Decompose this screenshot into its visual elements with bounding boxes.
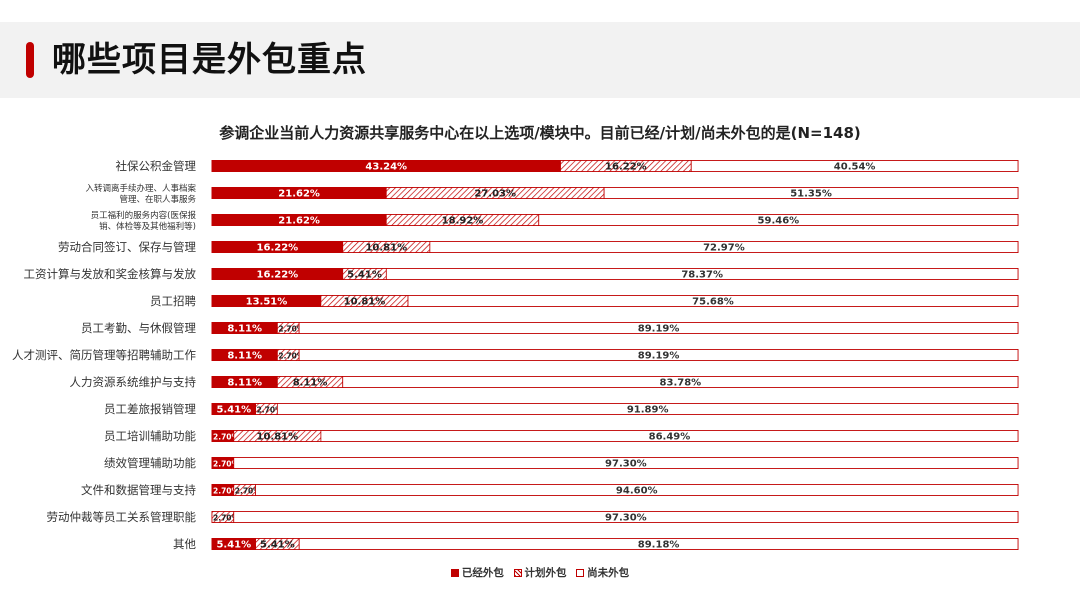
legend: 已经外包 计划外包 尚未外包 [0,565,1080,580]
legend-label-not: 尚未外包 [587,567,630,579]
label-done: 21.62% [278,189,320,200]
label-not: 78.37% [681,270,723,281]
bar-not [407,295,1019,307]
bar-not [429,241,1019,253]
category-label: 员工培训辅助功能 [104,429,196,443]
label-not: 91.89% [627,405,669,416]
category-label: 员工福利的服务内容(医保报销、体检等及其他福利等) [91,210,197,232]
label-not: 83.78% [660,378,702,389]
label-not: 72.97% [703,243,745,254]
label-not: 89.19% [638,324,680,335]
bar-not [690,160,1019,172]
bar-not [298,349,1019,361]
label-plan: 2.70% [257,406,284,415]
category-label: 劳动仲裁等员工关系管理职能 [47,510,197,524]
label-plan: 10.81% [256,432,298,443]
label-not: 97.30% [605,513,647,524]
bar-not [298,322,1019,334]
label-not: 97.30% [605,459,647,470]
legend-label-done: 已经外包 [461,567,504,579]
bar-not [538,214,1019,226]
header-band [0,22,1080,98]
label-done: 13.51% [246,297,288,308]
label-plan: 2.70% [278,352,305,361]
label-done: 2.70% [213,460,240,469]
label-done: 8.11% [227,324,262,335]
label-plan: 5.41% [347,270,382,281]
label-plan: 8.11% [293,378,328,389]
bar-not [233,511,1019,523]
label-done: 2.70% [213,433,240,442]
category-label: 员工差旅报销管理 [104,402,196,416]
bar-not [342,376,1019,388]
category-label: 人力资源系统维护与支持 [70,375,197,389]
label-not: 89.18% [638,540,680,551]
label-not: 89.19% [638,351,680,362]
bar-not [298,538,1019,550]
label-plan: 27.03% [474,189,516,200]
label-plan: 16.22% [605,162,647,173]
bar-not [603,187,1019,199]
label-not: 86.49% [649,432,691,443]
label-done: 5.41% [216,540,251,551]
category-label: 其他 [173,537,196,551]
label-done: 21.62% [278,216,320,227]
label-done: 43.24% [365,162,407,173]
category-label: 员工考勤、与休假管理 [81,321,196,335]
label-plan: 5.41% [260,540,295,551]
label-not: 51.35% [790,189,832,200]
legend-swatch-not [576,568,585,577]
category-label: 社保公积金管理 [116,159,197,173]
category-label: 文件和数据管理与支持 [81,483,196,497]
page-title: 哪些项目是外包重点 [52,40,367,80]
bar-not [233,457,1019,469]
bar-not [385,268,1019,280]
label-done: 16.22% [257,243,299,254]
label-not: 94.60% [616,486,658,497]
category-label: 绩效管理辅助功能 [104,456,196,470]
legend-item-plan: 计划外包 [513,565,567,580]
label-not: 75.68% [692,297,734,308]
label-plan: 2.70% [278,325,305,334]
label-done: 8.11% [227,378,262,389]
label-plan: 10.81% [344,297,386,308]
label-plan: 2.70% [213,514,240,523]
legend-item-not: 尚未外包 [576,565,629,580]
title-accent-bar [26,42,34,78]
bar-not [320,430,1019,442]
label-not: 40.54% [834,162,876,173]
category-label: 劳动合同签订、保存与管理 [58,240,196,254]
legend-item-done: 已经外包 [450,565,504,580]
label-plan: 10.81% [365,243,407,254]
bars-layer: 社保公积金管理 43.24% 16.22% 40.54% 入转调离手续办理、人事档案管理… [12,159,1019,551]
label-plan: 18.92% [442,216,484,227]
legend-swatch-plan [513,568,522,577]
bar-not [255,484,1019,496]
legend-swatch-done [450,568,459,577]
category-label: 入转调离手续办理、人事档案管理、在职人事服务 [85,183,196,205]
label-plan: 2.70% [235,487,262,496]
category-label: 员工招聘 [150,294,196,308]
chart-title: 参调企业当前人力资源共享服务中心在以上选项/模块中。目前已经/计划/尚未外包的是… [219,124,861,142]
label-done: 2.70% [213,487,240,496]
label-done: 16.22% [257,270,299,281]
label-done: 5.41% [216,405,251,416]
bar-not [276,403,1019,415]
label-not: 59.46% [758,216,800,227]
category-label: 工资计算与发放和奖金核算与发放 [24,267,197,281]
label-done: 8.11% [227,351,262,362]
category-label: 人才测评、简历管理等招聘辅助工作 [12,348,196,362]
legend-label-plan: 计划外包 [524,567,567,579]
